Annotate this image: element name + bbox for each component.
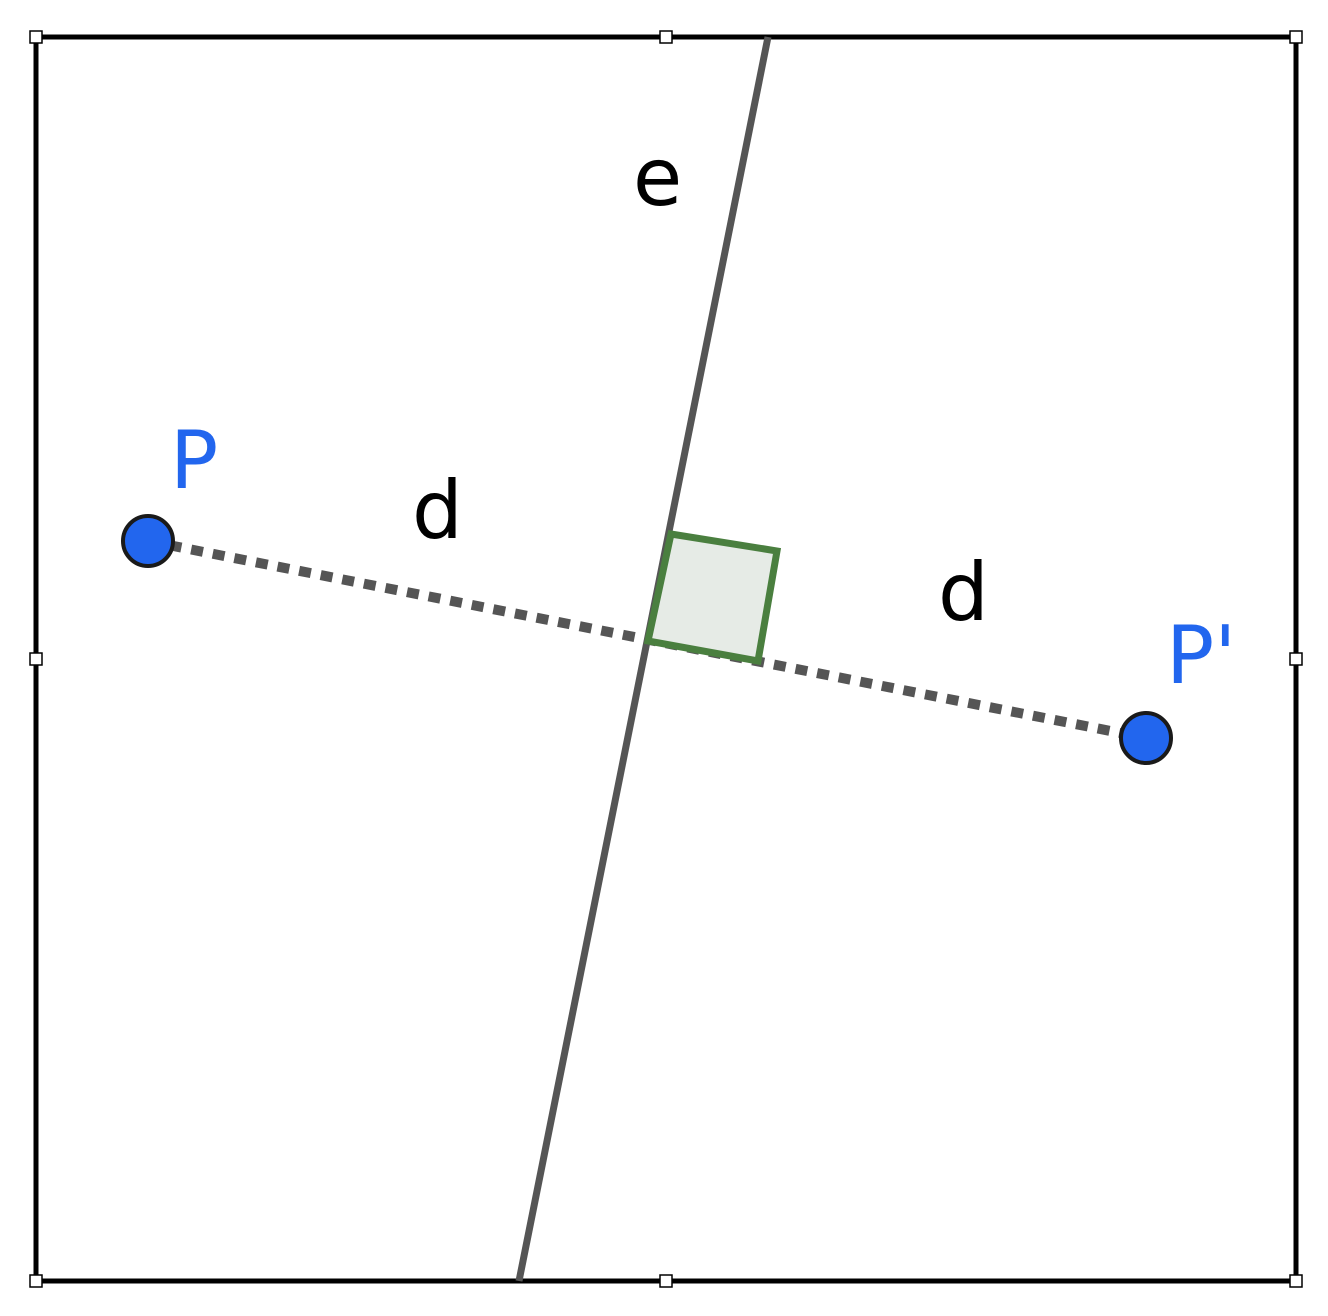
resize-handle-icon[interactable] [29, 30, 43, 44]
resize-handle-icon[interactable] [29, 1274, 43, 1288]
point-p-prime[interactable] [1119, 711, 1173, 765]
mirror-line-e [515, 36, 772, 1282]
line-label-e: e [633, 131, 682, 224]
distance-label-right: d [938, 546, 989, 639]
resize-handle-icon[interactable] [1289, 30, 1303, 44]
resize-handles [29, 30, 1303, 1288]
resize-handle-icon[interactable] [659, 1274, 673, 1288]
resize-handle-icon[interactable] [29, 652, 43, 666]
distance-label-left: d [412, 464, 463, 557]
resize-handle-icon[interactable] [659, 30, 673, 44]
resize-handle-icon[interactable] [1289, 652, 1303, 666]
point-p[interactable] [121, 514, 175, 568]
point-label-p: P [170, 414, 218, 507]
point-label-p-prime: P' [1166, 609, 1236, 702]
resize-handle-icon[interactable] [1289, 1274, 1303, 1288]
right-angle-marker [643, 530, 782, 666]
